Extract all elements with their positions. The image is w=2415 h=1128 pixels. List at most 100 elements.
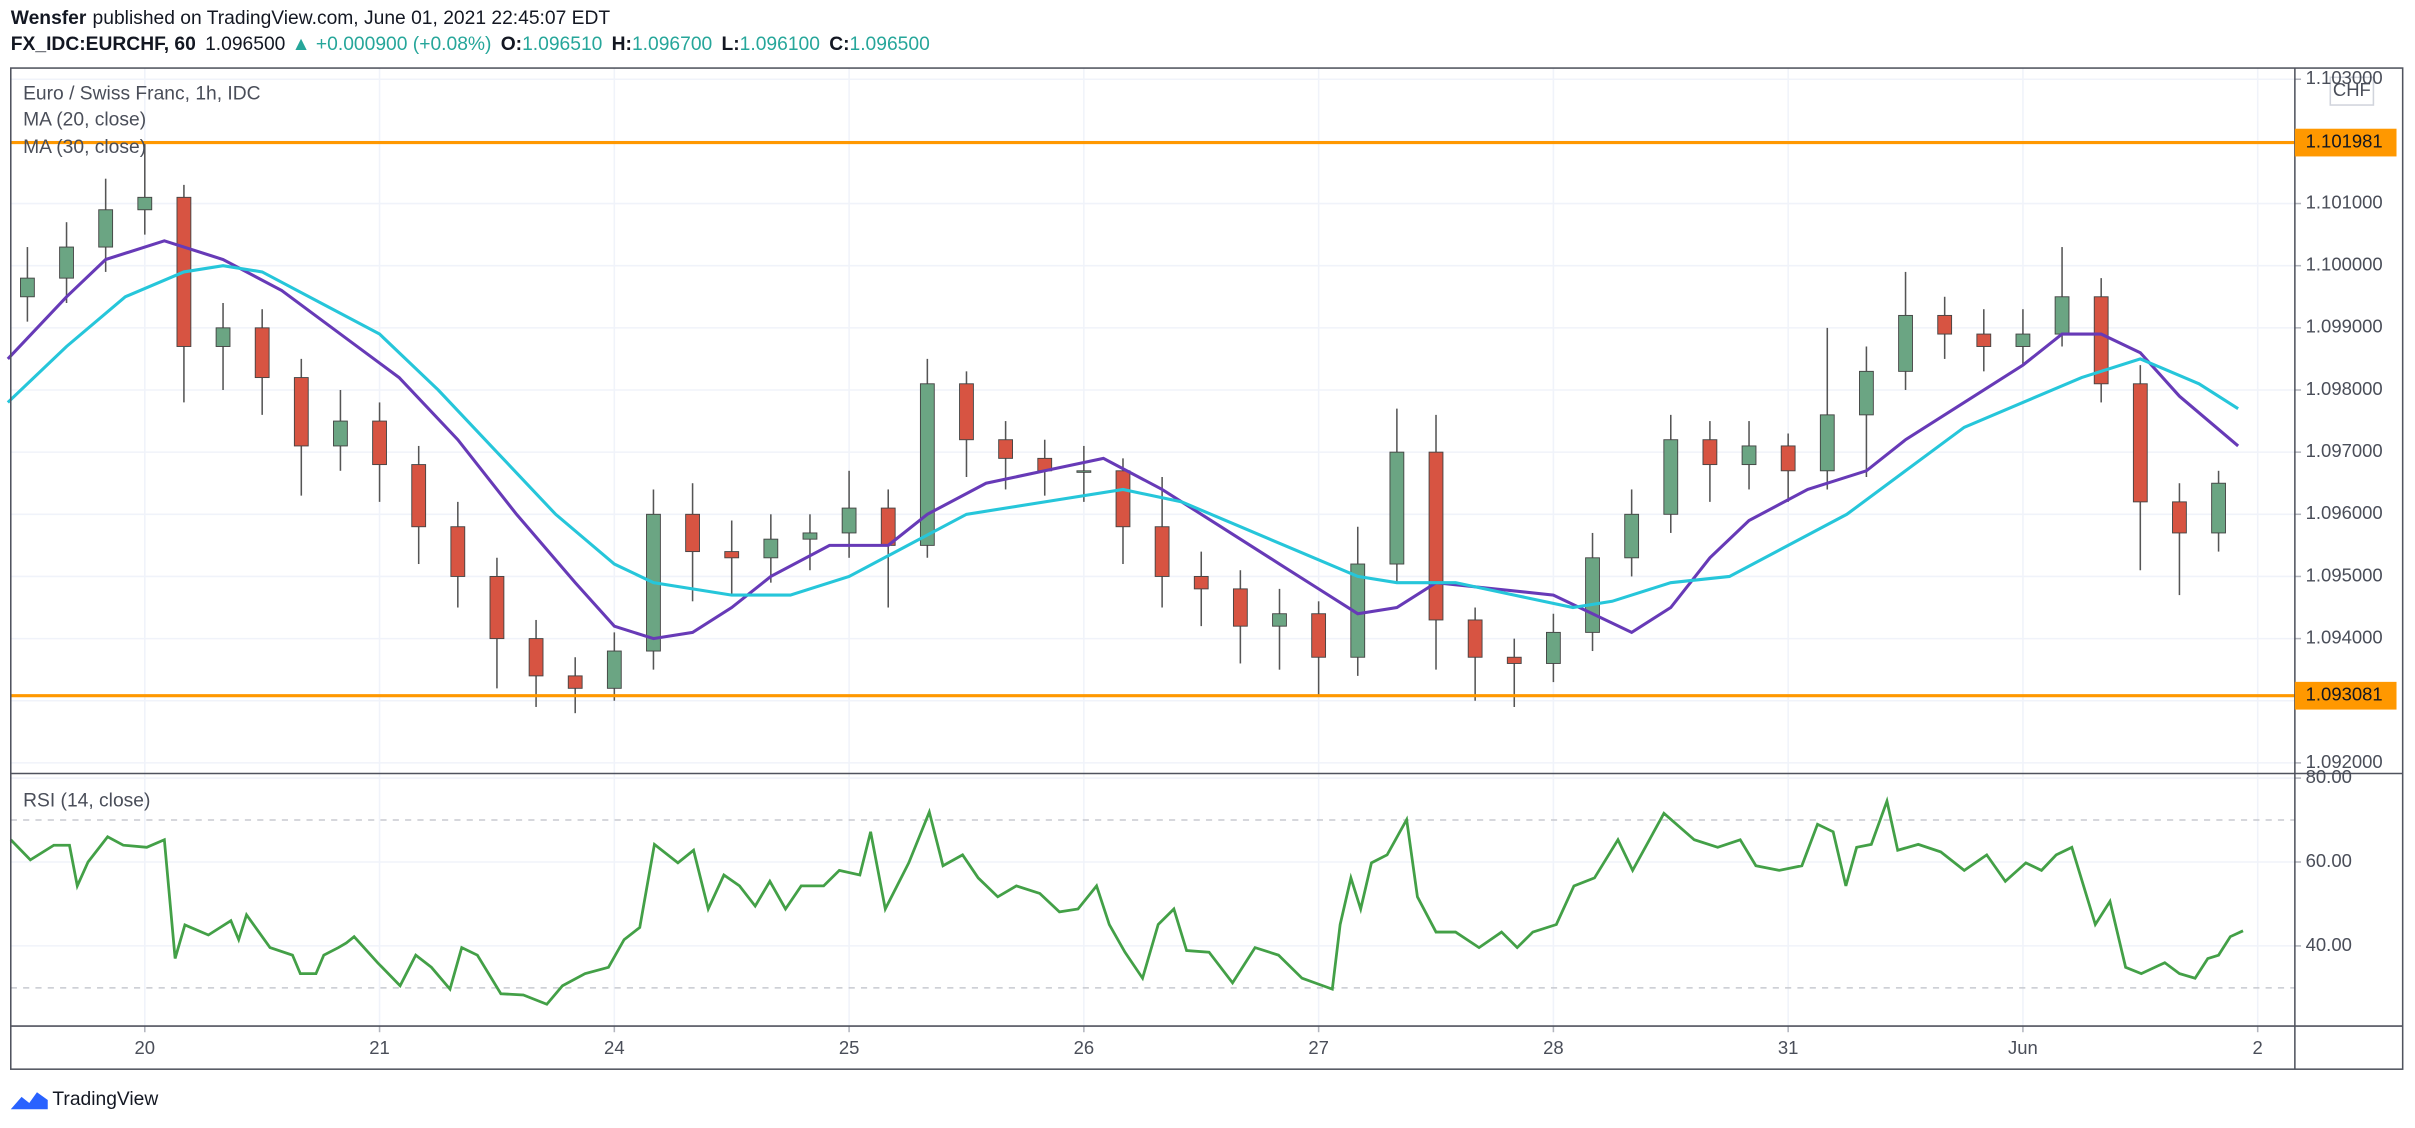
candle-body xyxy=(2093,296,2109,385)
y-tick-label: 1.096000 xyxy=(2306,502,2383,523)
candle-body xyxy=(841,507,857,534)
plot-area xyxy=(6,67,2404,1070)
candle-body xyxy=(685,513,700,553)
x-tick-label: 21 xyxy=(369,1037,390,1058)
x-tick-label: 27 xyxy=(1308,1037,1329,1058)
candle-body xyxy=(1272,613,1287,627)
candle-body xyxy=(1976,333,1992,347)
candle-body xyxy=(959,383,974,441)
y-tick-label: 1.103000 xyxy=(2306,67,2383,88)
y-tick-label: 1.094000 xyxy=(2306,626,2383,647)
x-tick-label: Jun xyxy=(2008,1037,2038,1058)
candle-body xyxy=(763,538,779,559)
candle-body xyxy=(1506,656,1522,664)
candle-body xyxy=(1467,619,1483,658)
x-tick-label: 28 xyxy=(1543,1037,1564,1058)
logo-icon xyxy=(10,1092,48,1110)
candle-body xyxy=(1702,439,1718,466)
author-line: Wensfer published on TradingView.com, Jun… xyxy=(11,8,611,29)
y-tick-label: 80.00 xyxy=(2306,766,2352,787)
ohlc-label: C: xyxy=(829,34,849,55)
published: published on TradingView.com, June 01, 2… xyxy=(93,8,611,29)
logo xyxy=(10,1092,48,1110)
candle-body xyxy=(1937,314,1953,335)
candle-body xyxy=(802,532,818,540)
candle-body xyxy=(1741,445,1757,466)
y-tick-label: 1.099000 xyxy=(2306,316,2383,337)
candle-body xyxy=(1076,470,1092,473)
candle-body xyxy=(1663,439,1679,515)
candle-body xyxy=(372,420,387,466)
y-tick-label: 1.095000 xyxy=(2306,564,2383,585)
y-tick-label: 1.101000 xyxy=(2306,191,2383,212)
candle-body xyxy=(254,327,270,379)
candle-body xyxy=(1624,513,1640,559)
level-tag xyxy=(2294,128,2397,157)
candle-body xyxy=(2211,482,2226,534)
candle-body xyxy=(1232,588,1248,627)
currency: CHF xyxy=(2333,79,2371,100)
x-tick-label: 2 xyxy=(2253,1037,2263,1058)
candle-body xyxy=(1115,470,1131,528)
candle-body xyxy=(1428,451,1444,621)
level-label: 1.093081 xyxy=(2306,684,2383,705)
candle-body xyxy=(20,277,35,298)
level-tag xyxy=(2294,681,2397,710)
candle-body xyxy=(1585,557,1600,633)
candle-body xyxy=(215,327,231,347)
candle-body xyxy=(1389,451,1405,565)
candle-body xyxy=(1546,631,1561,664)
y-tick-label: 1.092000 xyxy=(2306,751,2383,772)
x-tick-label: 26 xyxy=(1074,1037,1095,1058)
rsi-title: RSI (14, close) xyxy=(23,790,150,811)
candle-body xyxy=(2054,296,2070,335)
chart-title: Euro / Swiss Franc, 1h, IDC xyxy=(23,83,261,104)
candle-body xyxy=(1819,414,1835,472)
candle-body xyxy=(528,638,544,677)
brand: TradingView xyxy=(52,1089,158,1110)
y-tick-label: 1.100000 xyxy=(2306,254,2383,275)
legend-entry: MA (30, close) xyxy=(23,137,146,158)
candle-body xyxy=(59,246,74,279)
candle-body xyxy=(1193,575,1209,590)
candle-body xyxy=(2015,333,2031,347)
symbol: FX_IDC:EURCHF, 60 xyxy=(11,34,196,55)
ohlc-value: 1.096510 xyxy=(522,34,602,55)
legend-entry: MA (20, close) xyxy=(23,110,146,131)
x-tick-label: 31 xyxy=(1778,1037,1799,1058)
candle-body xyxy=(998,439,1013,459)
level-label: 1.101981 xyxy=(2306,130,2383,151)
y-tick-label: 1.097000 xyxy=(2306,440,2383,461)
rsi-line xyxy=(9,796,2244,1006)
y-tick-label: 1.098000 xyxy=(2306,378,2383,399)
ohlc-label: L: xyxy=(721,34,739,55)
candle-body xyxy=(724,551,740,559)
candle-body xyxy=(137,196,153,211)
last-price: 1.096500 xyxy=(205,34,285,55)
candle-body xyxy=(333,420,348,447)
candle-body xyxy=(919,383,935,546)
candle-body xyxy=(1898,314,1913,372)
symbol-line: FX_IDC:EURCHF, 60 1.096500 ▲ +0.000900 (+0… xyxy=(11,34,930,55)
ohlc-label: H: xyxy=(612,34,632,55)
y-tick-label: 40.00 xyxy=(2306,934,2352,955)
candle-body xyxy=(450,526,466,577)
ohlc-value: 1.096700 xyxy=(632,34,712,55)
x-tick-label: 24 xyxy=(604,1037,625,1058)
candle-body xyxy=(1780,445,1796,472)
candle-body xyxy=(567,675,583,689)
ma-line xyxy=(6,264,2239,610)
y-tick-label: 60.00 xyxy=(2306,850,2352,871)
candle-body xyxy=(489,575,505,640)
candle-body xyxy=(2132,383,2148,503)
candle-body xyxy=(293,377,309,447)
ma-line xyxy=(6,239,2240,641)
candle-body xyxy=(1859,370,1874,416)
ohlc-label: O: xyxy=(501,34,522,55)
ohlc-value: 1.096100 xyxy=(740,34,820,55)
candle-body xyxy=(2172,501,2187,534)
candle-body xyxy=(1311,613,1327,658)
